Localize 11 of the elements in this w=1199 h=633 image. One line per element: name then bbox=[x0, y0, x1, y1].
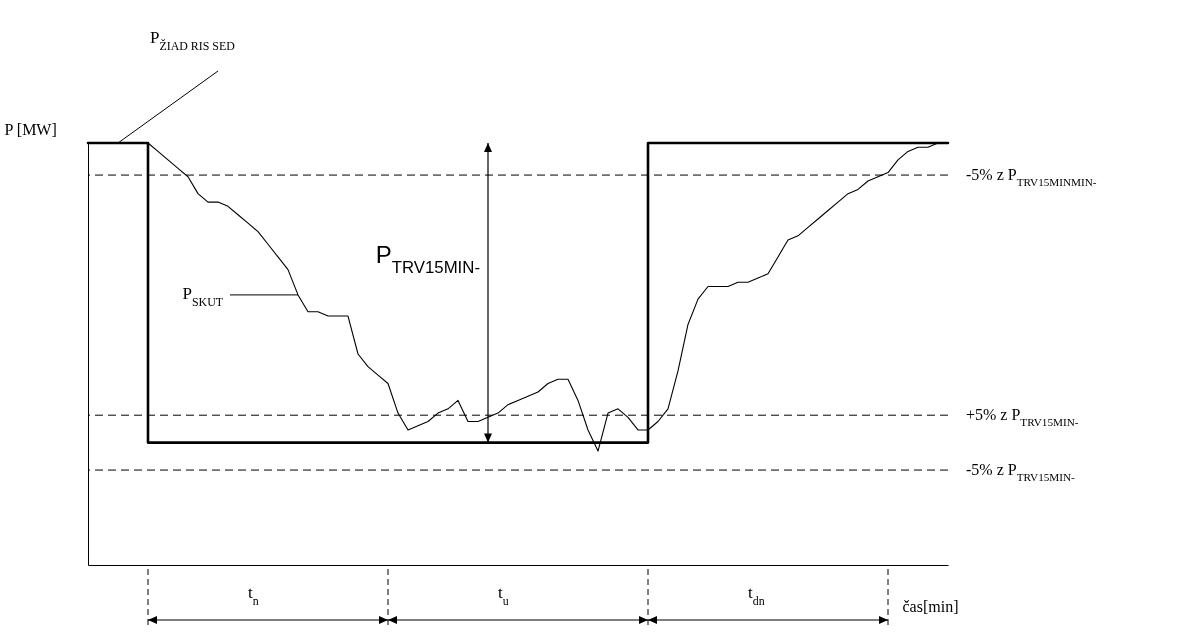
text: t$_{dn}$ bbox=[748, 583, 765, 608]
annotation: P$_{TRV15MIN-}$ bbox=[375, 240, 480, 277]
text: t$_{n}$ bbox=[248, 583, 259, 608]
legend-label: P$_{SKUT}$ bbox=[182, 283, 224, 309]
ref-line-label: -5% z P$_{TRV15MINMIN-}$ bbox=[966, 166, 1097, 189]
y-axis-title: P [MW] bbox=[4, 120, 57, 138]
ref-line-label: -5% z P$_{TRV15MIN-}$ bbox=[966, 461, 1076, 484]
text: P$_{ŽIAD RIS SED}$ bbox=[150, 28, 236, 53]
ref-line-label: +5% z P$_{TRV15MIN-}$ bbox=[966, 406, 1079, 429]
text: t$_{u}$ bbox=[498, 583, 509, 608]
x-axis-title: čas[min] bbox=[902, 597, 959, 615]
